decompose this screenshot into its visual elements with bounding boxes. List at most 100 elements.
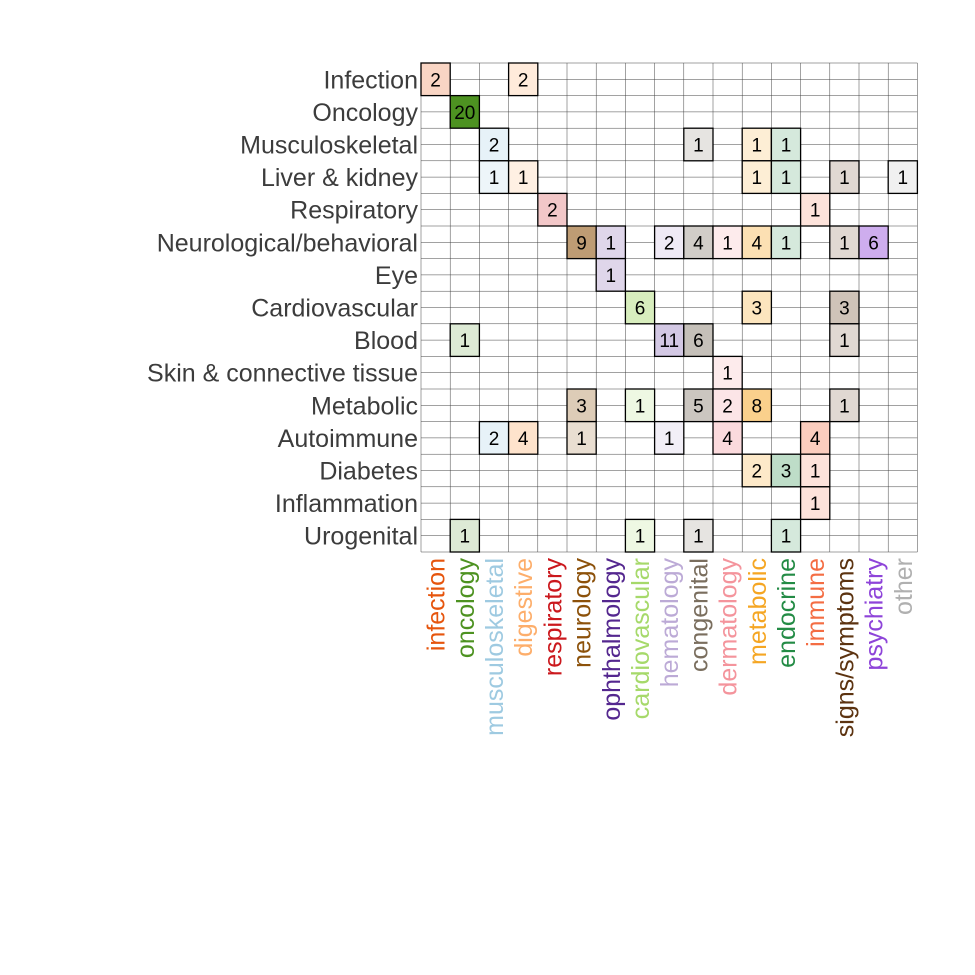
column-label: respiratory [539,558,567,677]
cell-value-label: 8 [752,396,763,417]
column-label: metabolic [744,558,772,665]
heatmap-cell [829,160,860,195]
row-label: Oncology [312,99,418,127]
heatmap-cell [566,388,597,423]
column-label: congenital [685,558,713,672]
heatmap-cell [595,257,627,292]
cell-value-label: 1 [606,233,617,254]
column-label: endocrine [773,558,801,668]
cell-value-label: 1 [635,396,646,417]
heatmap-cell [741,290,773,325]
heatmap-cell [507,62,539,97]
row-label: Diabetes [319,458,418,486]
row-label: Liver & kidney [261,164,419,192]
heatmap-cell [741,453,773,488]
column-label: psychiatry [861,558,889,671]
cell-value-label: 2 [518,70,529,91]
heatmap-cell [449,323,481,358]
cell-value-label: 2 [664,233,675,254]
cell-value-label: 1 [839,396,850,417]
row-label: Blood [354,327,418,355]
cell-value-label: 1 [460,331,471,352]
cell-value-label: 1 [722,364,733,385]
heatmap-cell [829,323,860,358]
column-label: cardiovascular [627,558,655,719]
cell-value-label: 1 [664,429,675,450]
cell-value-label: 3 [781,462,792,483]
heatmap-cell [449,94,481,129]
heatmap-cell [653,323,685,358]
heatmap-cell [507,160,539,195]
column-label: other [890,558,918,615]
cell-value-label: 6 [635,299,646,320]
heatmap-cell [566,420,597,455]
cell-value-label: 4 [810,429,821,450]
column-label: neurology [569,558,597,668]
cell-value-label: 1 [693,527,704,548]
heatmap-cell [770,518,802,553]
heatmap-cell [858,225,889,260]
cell-value-label: 2 [489,429,500,450]
cell-value-label: 1 [839,331,850,352]
heatmap-cell [887,160,919,195]
column-label: ophthalmology [598,558,626,721]
cell-value-label: 1 [752,168,763,189]
cell-value-label: 1 [898,168,909,189]
cell-value-label: 1 [781,136,792,157]
heatmap-cell [683,518,714,553]
heatmap-cell [624,388,656,423]
row-labels: Infection Oncology Musculoskeletal Liver & … [147,66,418,550]
heatmap-cell [741,225,773,260]
cell-value-label: 1 [576,429,587,450]
row-label: Urogenital [304,523,418,551]
cell-value-label: 6 [693,331,704,352]
heatmap-cell [507,420,539,455]
heatmap-cell [537,192,568,227]
cell-value-label: 1 [810,201,821,222]
heatmap-cell [683,388,714,423]
heatmap-cell [741,160,773,195]
cell-value-label: 1 [606,266,617,287]
cell-value-label: 6 [868,233,879,254]
column-labels: infection oncology musculoskeletal digestiv… [423,558,918,738]
heatmap-cell [741,127,773,162]
row-label: Eye [375,262,418,290]
cell-value-label: 4 [518,429,529,450]
row-label: Infection [323,66,418,94]
cell-value-label: 3 [576,396,587,417]
cell-value-label: 3 [839,299,850,320]
cell-value-label: 20 [454,103,475,124]
heatmap-cell [799,420,831,455]
cell-value-label: 1 [489,168,500,189]
column-label: dermatology [715,558,743,696]
column-label: oncology [452,558,480,659]
row-label: Respiratory [290,197,418,225]
heatmap-cell [712,225,743,260]
cell-value-label: 1 [839,233,850,254]
heatmap-cell [770,160,802,195]
cell-value-label: 1 [781,168,792,189]
heatmap-cell [478,160,510,195]
heatmap-cell [770,127,802,162]
cell-value-label: 1 [839,168,850,189]
cell-value-label: 1 [460,527,471,548]
heatmap-cell [478,420,510,455]
cell-value-label: 2 [489,136,500,157]
heatmap-cell [829,225,860,260]
heatmap-cell [683,127,714,162]
heatmap-cell [712,355,743,390]
cell-value-label: 2 [722,396,733,417]
row-label: Autoimmune [278,425,418,453]
heatmap-cell [624,290,656,325]
row-label: Musculoskeletal [240,132,418,160]
column-label: hematology [656,558,684,688]
heatmap-cell [799,486,831,521]
cell-value-label: 1 [722,233,733,254]
row-label: Neurological/behavioral [157,229,418,257]
heatmap-cell [741,388,773,423]
cell-value-label: 1 [635,527,646,548]
heatmap-cell [478,127,510,162]
cell-value-label: 1 [693,136,704,157]
